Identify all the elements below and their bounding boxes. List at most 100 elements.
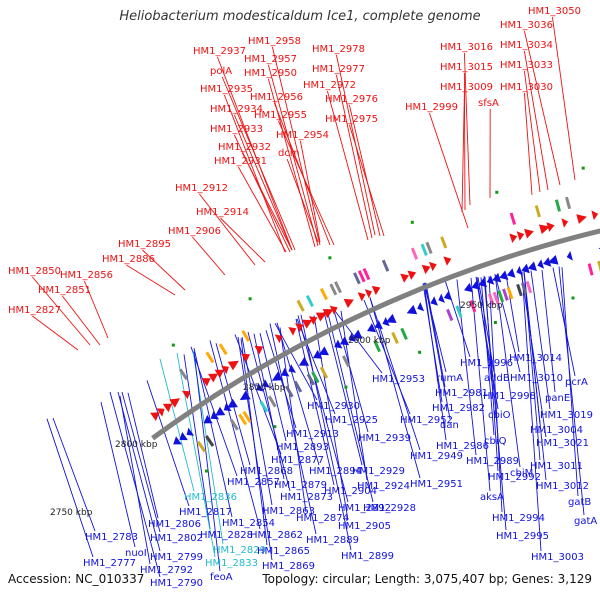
leader-line-reverse xyxy=(494,274,521,468)
gene-label-reverse: HM1_2799 xyxy=(150,552,203,563)
gene-label-forward: HM1_2932 xyxy=(218,142,271,153)
reverse-feature-block xyxy=(455,305,463,318)
gene-label-reverse: gatB xyxy=(568,497,591,508)
leader-line-forward xyxy=(523,92,533,196)
reverse-gene-arrow xyxy=(227,398,238,408)
gene-label-forward: HM1_3036 xyxy=(500,20,553,31)
topology-text: Topology: circular; Length: 3,075,407 bp… xyxy=(262,572,592,586)
gene-label-reverse: HM1_2899 xyxy=(341,551,394,562)
reverse-gene-arrow xyxy=(438,293,445,303)
gene-label-reverse: HM1_2894 xyxy=(309,466,362,477)
map-title: Heliobacterium modesticaldum Ice1, compl… xyxy=(119,9,481,24)
leader-line-forward xyxy=(335,74,373,239)
forward-feature-block xyxy=(178,368,189,381)
forward-gene-arrow xyxy=(302,319,313,329)
leader-line-forward xyxy=(142,249,186,291)
forward-gene-arrow xyxy=(150,412,160,421)
gene-label-reverse: HM1_2889 xyxy=(306,535,359,546)
leader-line-forward xyxy=(32,315,79,351)
forward-gene-arrow xyxy=(576,214,587,224)
gene-label-reverse: HM1_2802 xyxy=(150,533,203,544)
gene-label-forward: HM1_3015 xyxy=(440,62,493,73)
gene-label-reverse: HM1_2817 xyxy=(179,507,232,518)
leader-line-reverse xyxy=(193,351,221,572)
leader-line-forward xyxy=(223,94,286,253)
reverse-feature-block xyxy=(293,380,303,393)
leader-line-forward xyxy=(523,30,561,186)
leader-line-forward xyxy=(62,295,101,346)
leader-line-reverse xyxy=(127,392,159,519)
reverse-feature-block xyxy=(492,291,500,305)
forward-gene-arrow xyxy=(208,373,218,383)
reverse-gene-arrow xyxy=(537,259,545,269)
forward-gene-arrow xyxy=(162,403,173,413)
leader-line-reverse xyxy=(530,270,551,410)
forward-gene-arrow xyxy=(329,305,338,315)
gene-label-forward: HM1_2972 xyxy=(303,80,356,91)
gene-label-forward: HM1_2978 xyxy=(312,44,365,55)
leader-line-forward xyxy=(463,52,471,206)
gene-label-reverse: HM1_3011 xyxy=(530,461,583,472)
leader-lines xyxy=(32,16,585,578)
reverse-feature-block xyxy=(373,340,381,353)
reverse-gene-arrow xyxy=(223,402,232,412)
scale-label: 2850 kbp xyxy=(243,383,286,393)
gene-label-forward: HM1_3016 xyxy=(440,42,493,53)
leader-line-forward xyxy=(428,112,469,229)
leader-line-reverse xyxy=(259,332,287,442)
reverse-feature-block xyxy=(238,413,248,426)
gene-label-forward: HM1_2914 xyxy=(196,207,249,218)
forward-gene-arrow xyxy=(214,369,225,379)
gene-label-reverse: rumA xyxy=(436,373,463,384)
leader-line-reverse xyxy=(183,354,211,530)
forward-gene-arrow xyxy=(546,222,555,232)
gene-label-reverse: HM1_2925 xyxy=(325,415,378,426)
gene-label-reverse: HM1_2792 xyxy=(140,565,193,576)
leader-line-reverse xyxy=(523,271,541,461)
gene-label-reverse: HM1_2982 xyxy=(432,403,485,414)
gene-label-reverse: HM1_2869 xyxy=(262,561,315,572)
reverse-gene-arrow xyxy=(547,255,559,265)
gene-label-forward: HM1_2906 xyxy=(168,226,221,237)
marker-square xyxy=(495,190,499,194)
gene-label-forward: HM1_2851 xyxy=(38,285,91,296)
reverse-feature-block xyxy=(597,260,600,273)
gene-label-reverse: HM1_2833 xyxy=(205,558,258,569)
marker-square xyxy=(205,469,208,473)
forward-feature-block xyxy=(509,212,517,225)
leader-line-forward xyxy=(241,152,293,251)
leader-line-reverse xyxy=(109,391,161,578)
gene-label-forward: HM1_2895 xyxy=(118,239,171,250)
gene-label-reverse: HM1_2992 xyxy=(488,472,541,483)
forward-feature-block xyxy=(425,241,433,255)
leader-line-reverse xyxy=(146,380,190,507)
gene-label-reverse: HM1_2913 xyxy=(286,429,339,440)
reverse-gene-arrow xyxy=(271,371,283,381)
reverse-feature-block xyxy=(400,327,408,340)
scale-labels: 2750 kbp 2800 kbp 2850 kbp 2900 kbp 2950 kbp xyxy=(50,301,503,518)
gene-label-forward: dcm xyxy=(278,148,300,159)
reverse-gene-arrow xyxy=(256,382,264,392)
reverse-gene-arrow xyxy=(566,251,573,261)
gene-label-reverse: HM1_2828 xyxy=(200,530,253,541)
gene-label-forward: HM1_3033 xyxy=(500,60,553,71)
leader-line-reverse xyxy=(326,309,374,503)
forward-gene-arrow xyxy=(407,270,417,280)
leader-line-reverse xyxy=(100,401,136,548)
leader-line-forward xyxy=(523,50,549,191)
leader-line-forward xyxy=(348,124,385,237)
gene-label-reverse: HM1_2989 xyxy=(466,456,519,467)
leader-line-forward xyxy=(221,76,296,251)
gene-label-forward: HM1_2856 xyxy=(60,270,113,281)
gene-label-reverse: HM1_2986 xyxy=(436,441,489,452)
gene-label-reverse: HM1_2863 xyxy=(262,506,315,517)
leader-line-reverse xyxy=(176,352,216,558)
reverse-feature-block xyxy=(469,300,477,313)
reverse-gene-arrow xyxy=(215,406,226,416)
forward-gene-arrow xyxy=(357,292,366,302)
scale-label: 2900 kbp xyxy=(348,336,391,346)
forward-gene-arrow xyxy=(322,309,334,319)
leader-line-reverse xyxy=(241,336,273,506)
gene-label-reverse: HM1_3014 xyxy=(509,353,562,364)
gene-label-forward: HM1_2931 xyxy=(214,156,267,167)
